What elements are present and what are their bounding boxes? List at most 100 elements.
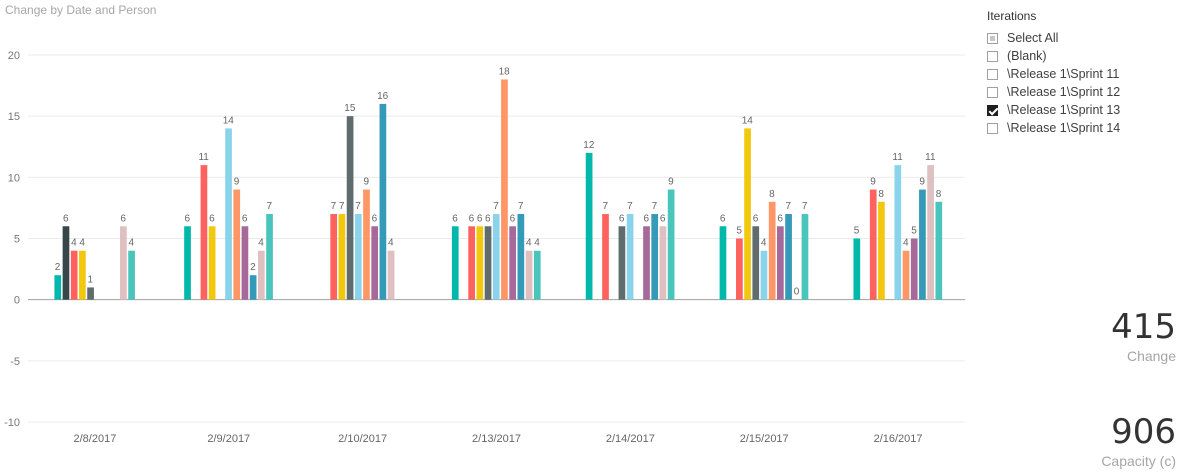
slicer-item[interactable]: \Release 1\Sprint 13	[987, 101, 1187, 119]
bar	[476, 226, 484, 300]
data-label: 6	[753, 213, 759, 224]
data-label: 5	[736, 226, 742, 237]
bar	[517, 214, 525, 300]
bar	[249, 275, 257, 300]
bar	[869, 189, 877, 300]
data-label: 6	[477, 213, 483, 224]
bar	[266, 214, 273, 300]
data-label: 16	[377, 91, 389, 102]
data-label: 14	[223, 115, 235, 126]
bar	[387, 250, 395, 300]
data-label: 6	[619, 213, 625, 224]
data-label: 8	[769, 189, 775, 200]
bar	[208, 226, 216, 300]
change-value: 415	[1111, 307, 1176, 347]
bar	[62, 226, 70, 300]
bar	[501, 79, 508, 300]
data-label: 8	[936, 189, 942, 200]
bar	[354, 214, 362, 300]
bar	[184, 226, 191, 300]
data-label: 9	[668, 177, 674, 188]
bar	[525, 250, 533, 300]
x-tick-label: 2/13/2017	[472, 433, 521, 445]
data-label: 6	[643, 213, 649, 224]
slicer-item-label: (Blank)	[1007, 49, 1047, 63]
data-label: 7	[627, 201, 633, 212]
y-tick-label: 0	[14, 295, 20, 307]
data-label: 11	[925, 152, 936, 163]
slicer-item[interactable]: Select All	[987, 29, 1187, 47]
data-label: 6	[120, 213, 126, 224]
data-label: 6	[209, 213, 215, 224]
data-label: 4	[526, 238, 532, 249]
y-tick-label: 20	[8, 50, 20, 62]
checkbox[interactable]	[987, 68, 998, 80]
data-label: 7	[602, 201, 608, 212]
bar	[927, 165, 934, 300]
slicer-items: Select All (Blank) \Release 1\Sprint 11 \Re…	[987, 29, 1187, 137]
checkbox[interactable]	[987, 86, 998, 98]
bar	[87, 287, 94, 300]
bar	[241, 226, 249, 300]
x-tick-label: 2/16/2017	[874, 433, 923, 445]
bar	[785, 214, 792, 300]
checkbox[interactable]	[987, 104, 998, 116]
x-tick-label: 2/15/2017	[740, 433, 789, 445]
x-tick-label: 2/14/2017	[606, 433, 655, 445]
checkbox[interactable]	[987, 50, 998, 62]
data-label: 14	[742, 115, 754, 126]
bar	[363, 189, 370, 300]
slicer-item[interactable]: (Blank)	[987, 47, 1187, 65]
slicer-item-label: \Release 1\Sprint 13	[1007, 103, 1121, 117]
bar	[651, 214, 659, 300]
slicer-item[interactable]: \Release 1\Sprint 12	[987, 83, 1187, 101]
data-label: 4	[534, 238, 540, 249]
data-label: 4	[388, 238, 394, 249]
slicer-item[interactable]: \Release 1\Sprint 11	[987, 65, 1187, 83]
bar	[338, 214, 346, 300]
data-label: 4	[761, 238, 767, 249]
capacity-value: 906	[1111, 412, 1176, 452]
bar	[853, 238, 861, 300]
data-label: 6	[510, 213, 516, 224]
checkbox[interactable]	[987, 32, 998, 44]
checkbox[interactable]	[987, 122, 998, 134]
y-tick-label: 5	[14, 234, 20, 246]
data-label: 7	[355, 201, 361, 212]
data-label: 6	[485, 213, 491, 224]
bar	[801, 214, 809, 300]
data-label: 15	[344, 103, 356, 114]
bar	[468, 226, 475, 300]
iterations-slicer: Iterations Select All (Blank) \Release 1\S…	[987, 9, 1187, 137]
data-label: 6	[242, 213, 248, 224]
change-label: Change	[1126, 348, 1176, 364]
bar	[736, 238, 743, 300]
bar	[919, 189, 926, 300]
data-label: 7	[267, 201, 273, 212]
data-label: 9	[919, 177, 925, 188]
bar	[878, 201, 885, 300]
x-tick-label: 2/8/2017	[74, 433, 117, 445]
bar	[667, 189, 675, 300]
bar	[371, 226, 379, 300]
bar	[330, 214, 338, 300]
data-label: 2	[250, 262, 256, 273]
data-label: 7	[802, 201, 808, 212]
bar	[128, 250, 135, 300]
bar	[233, 189, 241, 300]
data-label: 9	[234, 177, 240, 188]
data-label: 5	[854, 226, 860, 237]
slicer-item[interactable]: \Release 1\Sprint 14	[987, 119, 1187, 137]
bar	[451, 226, 459, 300]
data-label: 18	[499, 66, 511, 77]
data-label: 6	[660, 213, 666, 224]
data-label: 4	[129, 238, 135, 249]
bar	[894, 165, 902, 300]
y-tick-label: -5	[10, 356, 20, 368]
data-label: 7	[518, 201, 524, 212]
bar	[659, 226, 667, 300]
data-label: 11	[892, 152, 903, 163]
data-label: 1	[88, 274, 94, 285]
y-tick-label: 15	[8, 111, 20, 123]
